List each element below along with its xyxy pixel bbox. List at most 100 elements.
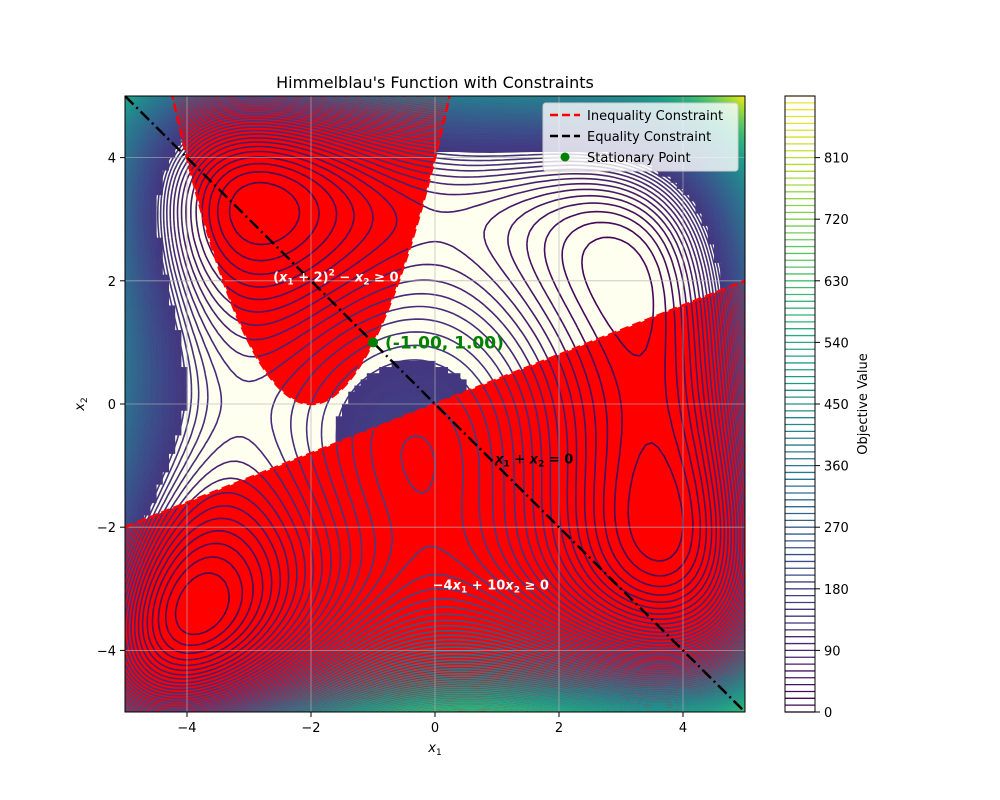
contour-fill-cell: [385, 385, 393, 393]
contour-fill-cell: [373, 404, 380, 411]
contour-fill-cell: [366, 379, 374, 387]
contour-fill-cell: [149, 465, 157, 473]
contour-fill-cell: [428, 391, 436, 399]
contour-fill-cell: [397, 385, 405, 393]
contour-fill-cell: [354, 416, 362, 424]
contour-fill-cell: [373, 391, 380, 399]
contour-fill-cell: [174, 391, 182, 399]
contour-fill-cell: [360, 416, 368, 424]
contour-fill-cell: [149, 410, 157, 417]
contour-fill-cell: [168, 391, 176, 399]
contour-fill-cell: [366, 422, 374, 430]
contour-fill-cell: [366, 410, 374, 417]
contour-fill-cell: [162, 391, 169, 399]
plot-area: [124, 95, 746, 713]
contour-fill-cell: [162, 453, 169, 461]
contour-fill-cell: [156, 428, 163, 436]
contour-fill-cell: [156, 410, 163, 417]
contour-fill-cell: [373, 379, 380, 387]
contour-fill-cell: [422, 404, 430, 411]
contour-fill-cell: [162, 379, 169, 387]
contour-fill-cell: [410, 397, 417, 405]
contour-fill-cell: [162, 434, 169, 442]
contour-fill-cell: [391, 385, 399, 393]
contour-fill-cell: [143, 453, 151, 461]
contour-fill-cell: [131, 490, 138, 497]
contour-fill-cell: [125, 397, 132, 405]
contour-fill-cell: [180, 391, 188, 399]
contour-fill-cell: [441, 379, 448, 387]
contour-fill-cell: [335, 428, 343, 436]
contour-fill-cell: [385, 416, 393, 424]
contour-fill-cell: [174, 422, 182, 430]
contour-fill-cell: [360, 379, 368, 387]
contour-fill-cell: [391, 410, 399, 417]
contour-fill-cell: [397, 404, 405, 411]
contour-fill-cell: [385, 397, 393, 405]
contour-fill-cell: [149, 428, 157, 436]
contour-fill-cell: [348, 416, 355, 424]
contour-fill-cell: [410, 404, 417, 411]
contour-fill-cell: [168, 385, 176, 393]
contour-fill-cell: [174, 404, 182, 411]
contour-fill-cell: [137, 416, 145, 424]
contour-fill-cell: [149, 471, 157, 479]
contour-fill-cell: [348, 391, 355, 399]
contour-fill-cell: [360, 391, 368, 399]
contour-fill-cell: [174, 379, 182, 387]
contour-fill-cell: [149, 404, 157, 411]
contour-fill-cell: [391, 397, 399, 405]
contour-fill-cell: [397, 397, 405, 405]
contour-fill-cell: [143, 440, 151, 448]
contour-fill-cell: [137, 379, 145, 387]
contour-fill-cell: [404, 379, 411, 387]
contour-fill-cell: [397, 379, 405, 387]
contour-fill-cell: [335, 434, 343, 442]
contour-fill-cell: [168, 447, 176, 454]
contour-fill-cell: [422, 385, 430, 393]
contour-fill-cell: [354, 404, 362, 411]
contour-fill-cell: [143, 490, 151, 497]
contour-fill-cell: [342, 422, 349, 430]
contour-fill-cell: [373, 410, 380, 417]
contour-fill-cell: [125, 502, 132, 510]
contour-fill-cell: [391, 379, 399, 387]
contour-fill-cell: [168, 397, 176, 405]
contour-fill-cell: [410, 391, 417, 399]
contour-fill-cell: [156, 477, 163, 485]
contour-fill-cell: [348, 404, 355, 411]
contour-fill-cell: [397, 410, 405, 417]
contour-fill-cell: [379, 397, 386, 405]
contour-fill-cell: [168, 428, 176, 436]
contour-fill-cell: [180, 385, 188, 393]
contour-fill-cell: [366, 416, 374, 424]
contour-fill-cell: [149, 453, 157, 461]
contour-fill-cell: [416, 397, 424, 405]
contour-fill-cell: [125, 508, 132, 516]
contour-fill-cell: [416, 391, 424, 399]
contour-fill-cell: [156, 404, 163, 411]
contour-fill-cell: [125, 471, 132, 479]
contour-fill-cell: [131, 514, 138, 522]
contour-fill-cell: [156, 465, 163, 473]
contour-fill-cell: [348, 428, 355, 436]
contour-fill-cell: [453, 379, 461, 387]
contour-fill-cell: [422, 397, 430, 405]
contour-fill-cell: [348, 397, 355, 405]
contour-fill-cell: [156, 453, 163, 461]
contour-fill-cell: [373, 397, 380, 405]
contour-fill-cell: [435, 397, 442, 405]
contour-fill-cell: [373, 416, 380, 424]
contour-fill-cell: [354, 422, 362, 430]
contour-fill-cell: [137, 385, 145, 393]
contour-fill-cell: [162, 416, 169, 424]
contour-fill-cell: [354, 397, 362, 405]
contour-fill-cell: [348, 422, 355, 430]
contour-fill-cell: [447, 391, 455, 399]
contour-fill-cell: [404, 391, 411, 399]
contour-fill-cell: [459, 385, 467, 393]
contour-fill-cell: [174, 397, 182, 405]
contour-fill-cell: [143, 428, 151, 436]
contour-fill-cell: [342, 434, 349, 442]
